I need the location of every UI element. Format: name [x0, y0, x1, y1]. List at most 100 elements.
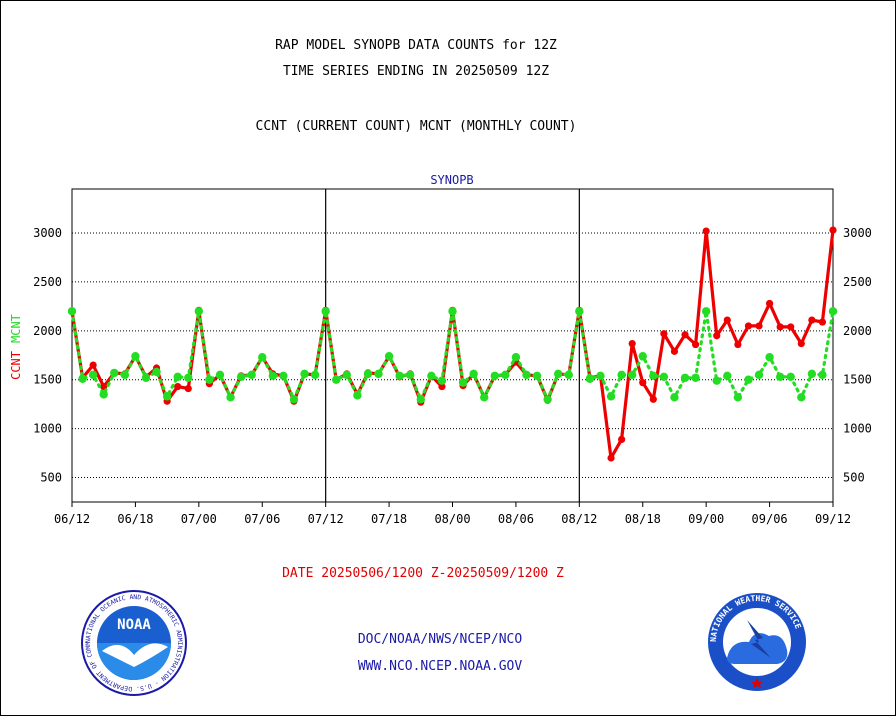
data-point-mcnt — [807, 369, 817, 379]
data-point-mcnt — [437, 376, 447, 385]
data-point-ccnt — [776, 323, 784, 331]
data-point-mcnt — [606, 392, 616, 401]
data-point-ccnt — [691, 340, 700, 349]
y-tick-label-left: 1500 — [33, 373, 62, 387]
data-point-ccnt — [438, 382, 446, 391]
x-tick-label: 09/06 — [752, 512, 788, 526]
y-tick-labels-right: 500 1000 1500 2000 2500 3000 — [843, 226, 872, 485]
data-point-mcnt — [226, 393, 235, 402]
data-point-mcnt — [384, 352, 394, 361]
header-subtitle: TIME SERIES ENDING IN 20250509 12Z — [282, 64, 550, 79]
data-point-mcnt — [712, 376, 721, 385]
data-point-mcnt — [289, 395, 299, 404]
data-point-mcnt — [627, 370, 637, 380]
x-tick-label: 08/18 — [625, 512, 661, 526]
y-axis-label-ccnt: CCNT — [9, 351, 23, 380]
data-point-ccnt — [618, 435, 626, 443]
data-point-mcnt — [659, 372, 669, 381]
data-point-mcnt — [321, 307, 330, 316]
series-mcnt — [67, 307, 838, 404]
data-point-mcnt — [173, 372, 182, 381]
grid-lines — [72, 232, 833, 479]
data-point-mcnt — [162, 392, 172, 401]
data-point-mcnt — [744, 375, 753, 384]
data-point-mcnt — [363, 369, 373, 379]
data-point-mcnt — [78, 374, 87, 383]
y-axis-label: CCNT MCNT — [9, 314, 23, 380]
y-tick-label-right: 1000 — [843, 422, 872, 436]
data-point-mcnt — [649, 371, 658, 381]
data-point-ccnt — [734, 340, 742, 349]
data-point-mcnt — [236, 372, 246, 381]
data-point-ccnt — [681, 331, 689, 339]
data-point-mcnt — [754, 370, 764, 380]
data-point-mcnt — [691, 373, 700, 382]
series-line-ccnt — [70, 228, 835, 460]
data-point-mcnt — [543, 395, 552, 404]
data-point-ccnt — [607, 454, 615, 462]
data-point-mcnt — [67, 307, 77, 316]
y-tick-label-left: 500 — [40, 471, 62, 485]
data-point-ccnt — [829, 226, 837, 234]
synopb-chart: SYNOPB 500 1000 1500 2000 2500 3000 500 1000 15… — [9, 173, 872, 526]
website-link[interactable]: WWW.NCO.NCEP.NOAA.GOV — [357, 659, 523, 674]
data-point-ccnt — [818, 318, 827, 326]
data-point-mcnt — [511, 353, 521, 362]
data-point-ccnt — [755, 322, 763, 330]
data-point-mcnt — [680, 373, 690, 382]
x-tick-label: 06/18 — [117, 512, 153, 526]
data-point-mcnt — [585, 374, 595, 383]
y-tick-label-right: 2500 — [843, 275, 872, 289]
data-point-mcnt — [310, 370, 320, 380]
data-point-mcnt — [564, 370, 573, 380]
x-tick-label: 08/00 — [434, 512, 470, 526]
header-legend-desc: CCNT (CURRENT COUNT) MCNT (MONTHLY COUNT… — [255, 119, 577, 134]
data-point-ccnt — [649, 395, 657, 403]
data-point-mcnt — [670, 393, 679, 402]
data-point-mcnt — [194, 307, 204, 316]
data-point-ccnt — [713, 332, 721, 340]
x-tick-label: 07/00 — [181, 512, 217, 526]
data-point-mcnt — [427, 371, 436, 381]
nws-logo-icon: NATIONAL WEATHER SERVICE — [708, 593, 806, 691]
date-range-label: DATE 20250506/1200 Z-20250509/1200 Z — [282, 566, 564, 581]
data-point-mcnt — [184, 373, 193, 382]
y-tick-label-right: 2000 — [843, 324, 872, 338]
data-point-mcnt — [638, 352, 647, 361]
data-point-ccnt — [765, 299, 774, 308]
x-tick-label: 09/12 — [815, 512, 851, 526]
series-ccnt — [68, 226, 837, 462]
data-point-mcnt — [828, 307, 838, 316]
data-point-mcnt — [797, 393, 806, 402]
data-point-mcnt — [279, 371, 288, 381]
data-point-mcnt — [458, 378, 468, 387]
data-point-ccnt — [670, 347, 679, 355]
data-point-mcnt — [120, 370, 130, 380]
data-point-mcnt — [469, 369, 478, 379]
data-point-mcnt — [406, 370, 415, 380]
data-point-mcnt — [490, 371, 499, 381]
data-point-mcnt — [701, 307, 711, 316]
data-point-mcnt — [416, 395, 425, 404]
org-path-link[interactable]: DOC/NOAA/NWS/NCEP/NCO — [357, 632, 523, 647]
plot-frame — [71, 188, 834, 503]
data-point-mcnt — [501, 370, 510, 380]
y-tick-label-right: 1500 — [843, 373, 872, 387]
x-tick-label: 06/12 — [54, 512, 90, 526]
x-tick-labels: 06/12 06/18 07/00 07/06 07/12 07/18 08/00 08/06… — [54, 502, 851, 526]
data-point-mcnt — [723, 371, 732, 381]
data-point-ccnt — [702, 227, 710, 235]
data-point-ccnt — [808, 316, 816, 324]
data-point-mcnt — [99, 390, 108, 399]
data-point-mcnt — [448, 307, 457, 316]
series-layer — [67, 226, 838, 462]
data-point-mcnt — [300, 369, 309, 379]
data-point-ccnt — [797, 339, 805, 348]
data-point-ccnt — [723, 316, 731, 324]
data-point-mcnt — [332, 375, 341, 384]
y-tick-label-right: 500 — [843, 471, 865, 485]
noaa-logo-icon: NOAA NATIONAL OCEANIC AND ATMOSPHERIC AD… — [80, 589, 187, 696]
header-title: RAP MODEL SYNOPB DATA COUNTS for 12Z — [275, 38, 557, 53]
data-point-mcnt — [110, 368, 119, 378]
data-point-mcnt — [733, 393, 743, 402]
